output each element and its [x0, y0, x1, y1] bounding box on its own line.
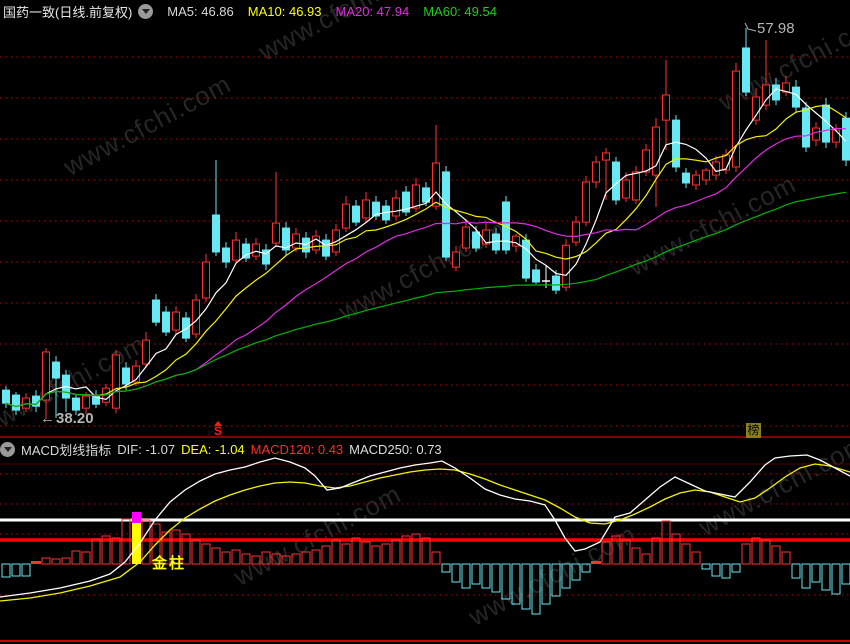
triangle-up-icon [214, 421, 222, 426]
chevron-down-icon[interactable] [138, 3, 154, 19]
triangle-down-glyph [3, 446, 12, 452]
triangle-down-glyph [141, 8, 150, 14]
macd250-readout: MACD250: 0.73 [349, 441, 442, 457]
ma60-readout: MA60: 49.54 [423, 3, 497, 19]
chevron-down-icon[interactable] [0, 441, 15, 457]
ma20-readout: MA20: 47.94 [335, 3, 410, 19]
rank-badge[interactable]: 榜 [746, 423, 761, 438]
macd-header: MACD划线指标 DIF: -1.07 DEA: -1.04 MACD120: … [0, 440, 850, 458]
price-high-label: 57.98 [757, 20, 795, 37]
buy-signal-marker: S [214, 421, 222, 437]
stock-title: 国药一致(日线.前复权) [3, 4, 133, 20]
macd120-readout: MACD120: 0.43 [250, 441, 344, 457]
main-chart-header: 国药一致(日线.前复权) MA5: 46.86 MA10: 46.93 MA20… [0, 0, 850, 22]
ma5-readout: MA5: 46.86 [167, 3, 234, 19]
gold-column-label: 金柱 [152, 555, 187, 572]
left-arrow-icon: ← [40, 410, 55, 427]
dea-readout: DEA: -1.04 [181, 441, 245, 457]
macd-indicator-name: MACD划线指标 [21, 442, 112, 458]
dif-readout: DIF: -1.07 [117, 441, 176, 457]
price-low-label: ←38.20 [40, 410, 94, 427]
price-low-value: 38.20 [56, 410, 94, 427]
ma10-readout: MA10: 46.93 [247, 3, 322, 19]
signal-letter: S [214, 424, 223, 438]
